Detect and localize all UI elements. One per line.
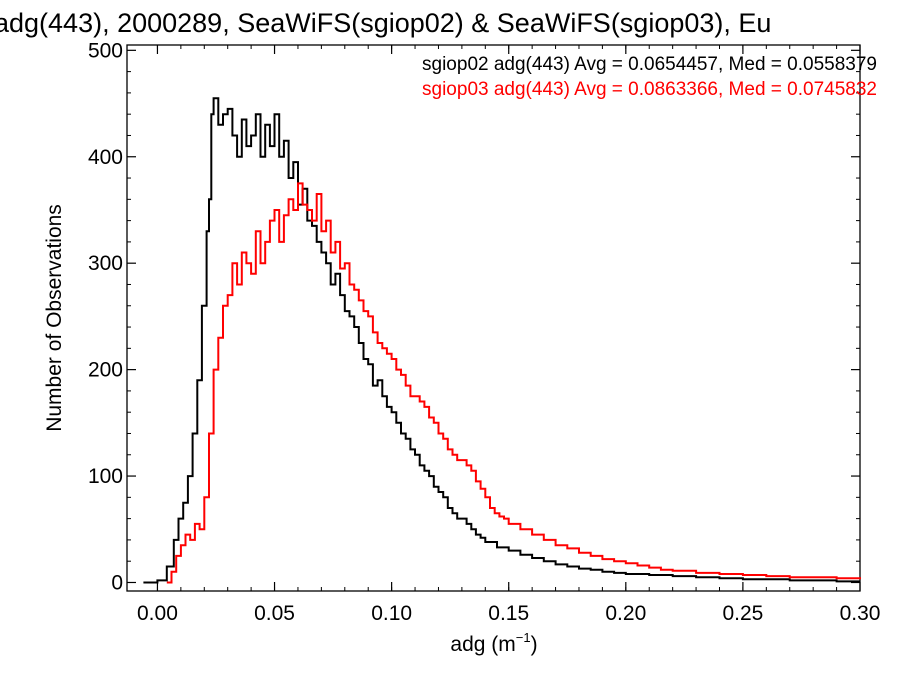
sgiop03-histogram-line (166, 182, 861, 584)
sgiop02-histogram-line (143, 97, 860, 584)
x-tick-label: 0.00 (137, 602, 178, 625)
x-tick-label: 0.30 (840, 602, 881, 625)
x-axis: 0.00 0.05 0.10 0.15 0.20 0.25 0.30 (137, 45, 880, 625)
sgiop02-annotation: sgiop02 adg(443) Avg = 0.0654457, Med = … (422, 54, 877, 75)
x-tick-label: 0.05 (254, 602, 295, 625)
y-axis-label: Number of Observations (43, 204, 66, 432)
x-tick-label: 0.20 (605, 602, 646, 625)
x-axis-label-superscript: −1 (516, 630, 531, 645)
x-tick-label: 0.25 (722, 602, 763, 625)
y-tick-label: 300 (88, 252, 123, 275)
x-tick-label: 0.15 (488, 602, 529, 625)
x-axis-label-main: adg (m (450, 633, 515, 656)
chart-title: adg(443), 2000289, SeaWiFS(sgiop02) & Se… (0, 8, 771, 38)
plot-frame (126, 44, 861, 592)
x-axis-label-close: ) (531, 633, 538, 656)
y-tick-label: 500 (88, 39, 123, 62)
y-axis: 0 100 200 300 400 500 (88, 39, 860, 594)
sgiop03-annotation: sgiop03 adg(443) Avg = 0.0863366, Med = … (422, 79, 877, 100)
x-axis-label: adg (m−1) (450, 630, 537, 656)
y-tick-label: 200 (88, 359, 123, 382)
y-tick-label: 100 (88, 465, 123, 488)
y-tick-label: 0 (111, 571, 123, 594)
series-layer (143, 97, 861, 584)
y-tick-label: 400 (88, 146, 123, 169)
x-tick-label: 0.10 (371, 602, 412, 625)
